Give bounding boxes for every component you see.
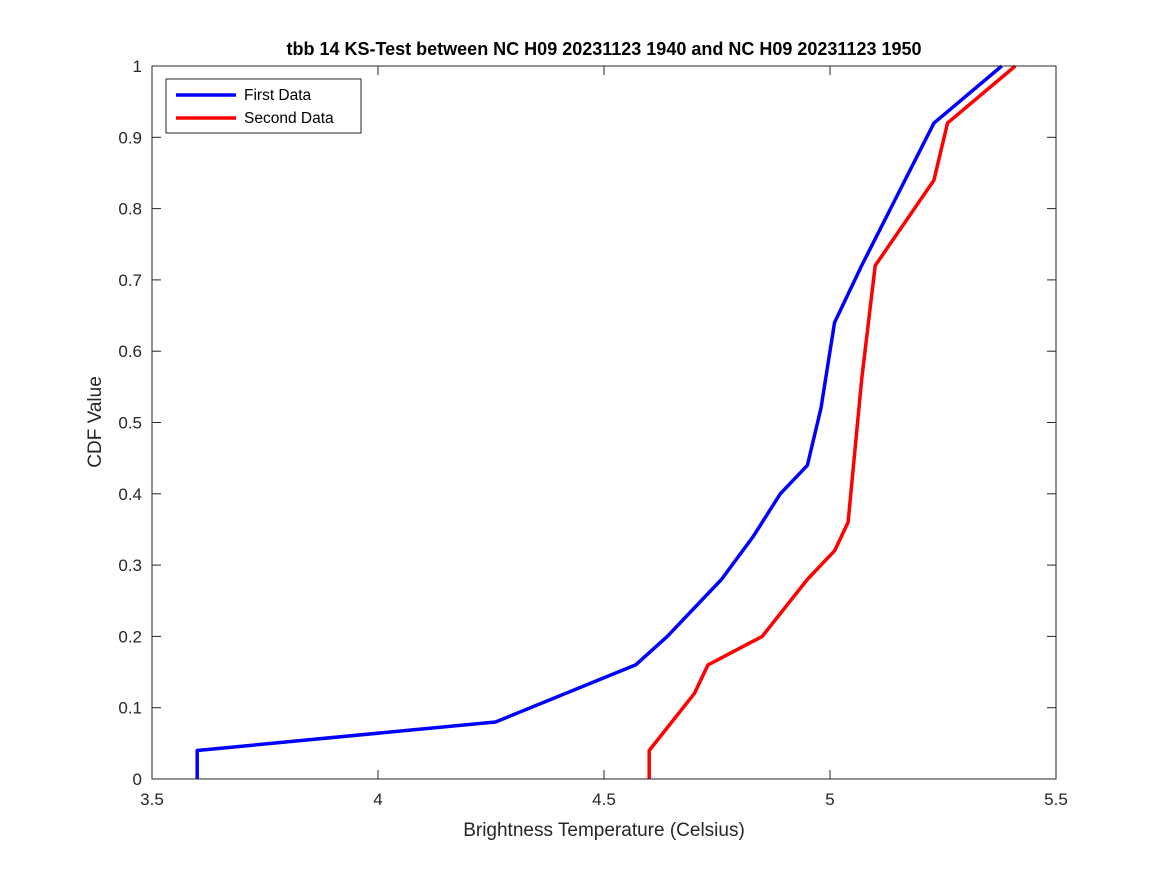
series-line-second-data: [647, 64, 1017, 779]
y-tick-label: 0.3: [118, 556, 142, 575]
series-layer: [195, 64, 1017, 779]
y-tick-label: 0: [133, 770, 142, 789]
legend-box: [165, 78, 362, 134]
y-tick-label: 1: [133, 57, 142, 76]
y-tick-label: 0.6: [118, 342, 142, 361]
legend-label-first-data: First Data: [244, 87, 312, 104]
y-tick-label: 0.4: [118, 485, 142, 504]
y-axis-label: CDF Value: [85, 376, 106, 468]
x-tick-label: 3.5: [140, 790, 164, 809]
y-axis-ticks: 0 0.1 0.2 0.3 0.4 0.5 0.6 0.7 0.8 0.9 1: [118, 57, 1056, 789]
x-axis-ticks: 3.5 4 4.5 5 5.5: [140, 66, 1068, 809]
x-tick-label: 4: [373, 790, 382, 809]
legend-label-second-data: Second Data: [244, 110, 334, 127]
legend: First Data Second Data: [165, 78, 362, 134]
plot-area: [152, 66, 1056, 779]
chart-title: tbb 14 KS-Test between NC H09 20231123 1…: [286, 39, 921, 59]
y-tick-label: 0.7: [118, 271, 142, 290]
x-axis-label: Brightness Temperature (Celsius): [463, 820, 745, 841]
y-tick-label: 0.8: [118, 200, 142, 219]
y-tick-label: 0.9: [118, 128, 142, 147]
x-tick-label: 5: [825, 790, 834, 809]
y-tick-label: 0.1: [118, 699, 142, 718]
x-tick-label: 4.5: [592, 790, 616, 809]
y-tick-label: 0.5: [118, 414, 142, 433]
y-tick-label: 0.2: [118, 627, 142, 646]
x-tick-label: 5.5: [1044, 790, 1068, 809]
series-line-first-data: [195, 64, 1003, 779]
